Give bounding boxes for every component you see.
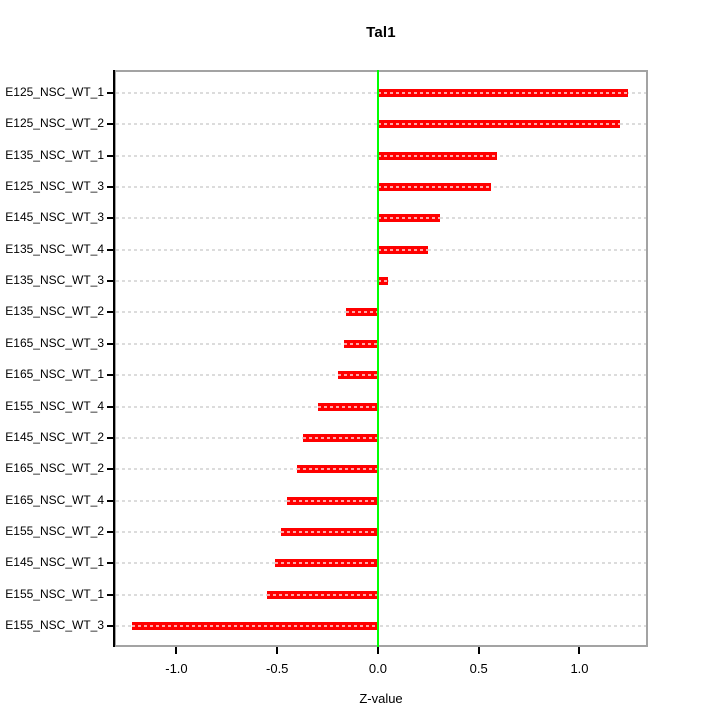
chart-title: Tal1 [366, 24, 396, 41]
y-axis-tick-label: E155_NSC_WT_3 [5, 617, 104, 632]
y-axis-tick [107, 624, 114, 627]
y-axis-tick [107, 593, 114, 596]
grid-line [116, 311, 646, 314]
y-axis-tick-label: E135_NSC_WT_3 [5, 273, 104, 288]
bar-grid-overlay [337, 374, 378, 377]
bar-grid-overlay [377, 154, 497, 157]
bar-grid-overlay [377, 123, 620, 126]
y-axis-tick-label: E145_NSC_WT_1 [5, 555, 104, 570]
y-axis-tick [107, 123, 114, 126]
y-axis-tick-label: E165_NSC_WT_2 [5, 461, 104, 476]
plot-area-border [114, 70, 648, 647]
y-axis-tick-label: E135_NSC_WT_2 [5, 304, 104, 319]
y-axis-tick [107, 468, 114, 471]
bar-grid-overlay [377, 92, 628, 94]
y-axis-tick-label: E125_NSC_WT_3 [5, 179, 104, 194]
bar [377, 120, 620, 129]
y-axis-tick [107, 342, 114, 345]
y-axis-tick [107, 530, 114, 533]
y-axis-tick [107, 280, 114, 283]
bar-grid-overlay [275, 562, 378, 565]
bar [377, 214, 441, 223]
y-axis-tick [107, 248, 114, 251]
grid-line [116, 342, 646, 345]
y-axis-tick-label: E125_NSC_WT_1 [5, 85, 104, 99]
grid-line [116, 436, 646, 439]
y-axis-tick-label: E165_NSC_WT_4 [5, 492, 104, 507]
x-axis-tick [477, 647, 480, 654]
bar-grid-overlay [267, 593, 378, 596]
bar-grid-overlay [343, 342, 378, 345]
bar-grid-overlay [317, 405, 378, 408]
bar [303, 433, 378, 442]
y-axis-line [113, 70, 115, 647]
grid-line [116, 374, 646, 377]
y-axis-tick [107, 217, 114, 220]
y-axis-tick-label: E165_NSC_WT_3 [5, 335, 104, 350]
bar-grid-overlay [281, 530, 378, 533]
x-axis-tick-label: 1.0 [570, 661, 589, 676]
grid-line [116, 624, 646, 627]
grid-line [116, 405, 646, 408]
x-axis-tick-label: 0.0 [368, 661, 387, 676]
bar [281, 527, 378, 536]
grid-line [116, 593, 646, 596]
y-axis-tick-label: E135_NSC_WT_1 [5, 147, 104, 162]
bar [343, 339, 378, 348]
y-axis-tick-label: E135_NSC_WT_4 [5, 241, 104, 256]
y-axis-tick [107, 562, 114, 565]
y-axis-tick-label: E155_NSC_WT_4 [5, 398, 104, 413]
y-axis-tick [107, 154, 114, 157]
x-axis-tick-label: -0.5 [266, 661, 289, 676]
bar [377, 151, 497, 160]
bar-grid-overlay [377, 280, 389, 283]
bar-grid-overlay [132, 624, 378, 627]
y-axis-tick-label: E165_NSC_WT_1 [5, 367, 104, 382]
bar [297, 465, 378, 474]
bar [377, 183, 491, 192]
bar [377, 245, 429, 254]
x-axis-tick [376, 647, 379, 654]
y-axis-tick [107, 186, 114, 189]
bar-grid-overlay [297, 468, 378, 471]
bar [267, 590, 378, 599]
bar-grid-overlay [377, 248, 429, 251]
y-axis-tick-label: E155_NSC_WT_1 [5, 586, 104, 601]
bar [132, 621, 378, 630]
grid-line [116, 530, 646, 533]
y-axis-tick-label: E125_NSC_WT_2 [5, 116, 104, 131]
bar-grid-overlay [345, 311, 378, 314]
x-axis-tick [175, 647, 178, 654]
bar [317, 402, 378, 411]
bar [337, 371, 378, 380]
zero-reference-line [376, 70, 379, 647]
y-axis-tick [107, 374, 114, 377]
bar [287, 496, 378, 505]
x-axis-tick-label: -1.0 [165, 661, 188, 676]
x-axis-tick-label: 0.5 [469, 661, 488, 676]
y-axis-tick [107, 92, 114, 94]
bar [377, 277, 389, 286]
y-axis-tick [107, 436, 114, 439]
x-axis-tick [276, 647, 279, 654]
bar [345, 308, 378, 317]
y-axis-tick [107, 499, 114, 502]
y-axis-tick-label: E145_NSC_WT_2 [5, 429, 104, 444]
x-axis-tick [578, 647, 581, 654]
bar-grid-overlay [377, 186, 491, 189]
bar [275, 559, 378, 568]
y-axis-tick-label: E155_NSC_WT_2 [5, 523, 104, 538]
grid-line [116, 499, 646, 502]
bar-grid-overlay [287, 499, 378, 502]
grid-line [116, 468, 646, 471]
bar [377, 89, 628, 97]
grid-line [116, 562, 646, 565]
bar-grid-overlay [303, 436, 378, 439]
x-axis-title: Z-value [359, 691, 403, 706]
y-axis-tick [107, 405, 114, 408]
y-axis-tick [107, 311, 114, 314]
bar-grid-overlay [377, 217, 441, 220]
y-axis-tick-label: E145_NSC_WT_3 [5, 210, 104, 225]
